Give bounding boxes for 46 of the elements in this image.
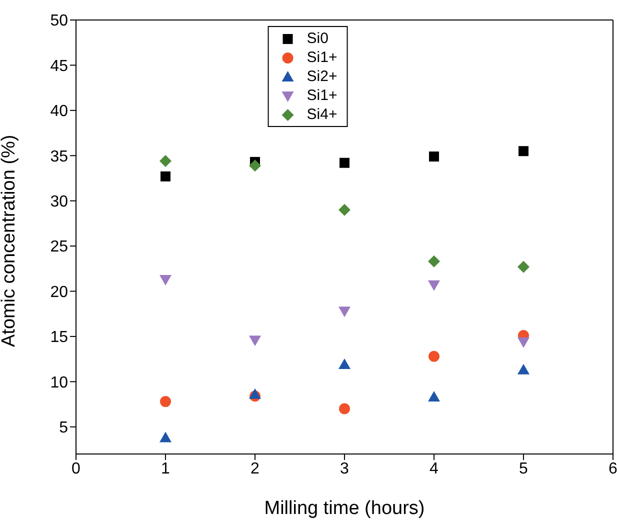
point — [249, 160, 261, 172]
point — [518, 146, 528, 156]
y-tick-label: 25 — [50, 238, 68, 256]
legend-label: Si2+ — [306, 68, 338, 85]
y-tick-label: 35 — [50, 148, 68, 166]
point — [428, 280, 440, 291]
x-tick-label: 0 — [72, 460, 81, 478]
x-tick-label: 3 — [340, 460, 350, 478]
point — [339, 403, 350, 414]
point — [160, 432, 172, 442]
point — [429, 152, 439, 162]
x-axis-title: Milling time (hours) — [264, 498, 425, 519]
y-tick-label: 30 — [50, 194, 68, 211]
legend-label: Si0 — [306, 30, 328, 47]
x-tick-label: 2 — [250, 460, 260, 478]
x-tick-label: 1 — [161, 460, 170, 478]
point — [518, 260, 530, 273]
point — [338, 306, 350, 318]
point — [160, 155, 172, 168]
x-tick-label: 5 — [519, 460, 528, 478]
y-tick-label: 15 — [50, 329, 68, 346]
point — [160, 396, 171, 408]
point — [428, 255, 440, 268]
point — [160, 274, 172, 286]
y-axis-title: Atomic concentration (%) — [0, 134, 20, 347]
y-tick-label: 50 — [50, 12, 68, 30]
x-tick-label: 4 — [430, 460, 439, 478]
legend-label: Si1+ — [306, 87, 338, 104]
y-tick-label: 45 — [50, 58, 68, 75]
y-tick-label: 40 — [50, 103, 68, 120]
y-tick-label: 20 — [50, 284, 68, 301]
x-tick-label: 6 — [608, 460, 618, 478]
point — [338, 358, 350, 369]
point — [518, 364, 530, 374]
point — [428, 391, 440, 402]
point — [249, 388, 261, 399]
point — [249, 336, 261, 346]
point — [340, 158, 350, 168]
legend-label: Si1+ — [306, 49, 338, 66]
point — [160, 171, 170, 182]
point — [428, 350, 440, 362]
y-tick-label: 5 — [59, 420, 68, 437]
legend-label: Si4+ — [306, 106, 338, 123]
point — [338, 204, 350, 216]
point — [518, 337, 530, 348]
y-tick-label: 10 — [50, 374, 68, 392]
